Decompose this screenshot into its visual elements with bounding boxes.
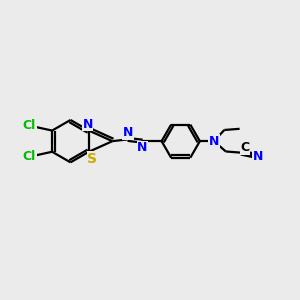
Text: N: N [209,135,219,148]
Text: N: N [82,118,93,130]
Text: S: S [87,152,98,166]
Text: Cl: Cl [23,150,36,163]
Text: N: N [122,126,133,139]
Text: N: N [253,150,263,163]
Text: C: C [241,141,250,154]
Text: N: N [137,141,148,154]
Text: Cl: Cl [23,119,36,132]
